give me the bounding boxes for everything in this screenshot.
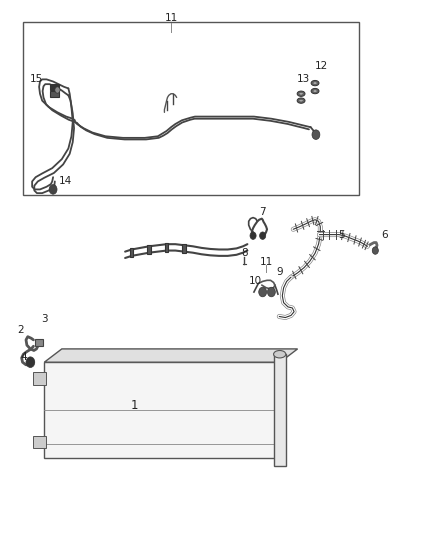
Text: 13: 13 — [297, 75, 310, 84]
Text: 1: 1 — [130, 399, 138, 412]
Text: 12: 12 — [315, 61, 328, 70]
Bar — [50, 84, 59, 90]
Bar — [33, 435, 46, 448]
Circle shape — [260, 232, 266, 239]
Text: 8: 8 — [241, 248, 247, 258]
Bar — [130, 248, 134, 257]
Text: 6: 6 — [381, 230, 388, 240]
Circle shape — [312, 130, 320, 140]
Bar — [274, 354, 286, 466]
Bar — [35, 340, 43, 346]
Ellipse shape — [311, 80, 319, 86]
Bar — [22, 22, 359, 195]
Bar — [165, 243, 168, 252]
Circle shape — [55, 87, 60, 93]
Text: 11: 11 — [164, 13, 177, 23]
Circle shape — [268, 287, 276, 297]
Text: 7: 7 — [259, 207, 266, 217]
Ellipse shape — [297, 91, 305, 96]
Text: 4: 4 — [20, 352, 27, 362]
Circle shape — [259, 287, 267, 297]
Ellipse shape — [299, 99, 303, 102]
Text: 14: 14 — [59, 176, 72, 187]
Circle shape — [250, 232, 256, 239]
Text: 3: 3 — [41, 313, 48, 324]
Circle shape — [49, 184, 57, 194]
Circle shape — [26, 357, 35, 368]
Ellipse shape — [313, 82, 317, 84]
Text: 5: 5 — [338, 230, 345, 240]
Bar — [44, 362, 280, 458]
Text: 11: 11 — [260, 257, 273, 267]
Bar — [148, 245, 151, 254]
Bar — [33, 372, 46, 384]
Ellipse shape — [311, 88, 319, 94]
Bar — [50, 91, 59, 97]
Ellipse shape — [297, 98, 305, 103]
Ellipse shape — [299, 92, 303, 95]
Text: 10: 10 — [249, 277, 262, 286]
Polygon shape — [44, 349, 297, 362]
Text: 9: 9 — [277, 267, 283, 277]
Ellipse shape — [313, 90, 317, 92]
Bar — [182, 244, 186, 253]
Text: 15: 15 — [30, 75, 43, 84]
Text: 2: 2 — [17, 325, 24, 335]
Ellipse shape — [274, 351, 286, 358]
Circle shape — [372, 247, 378, 254]
